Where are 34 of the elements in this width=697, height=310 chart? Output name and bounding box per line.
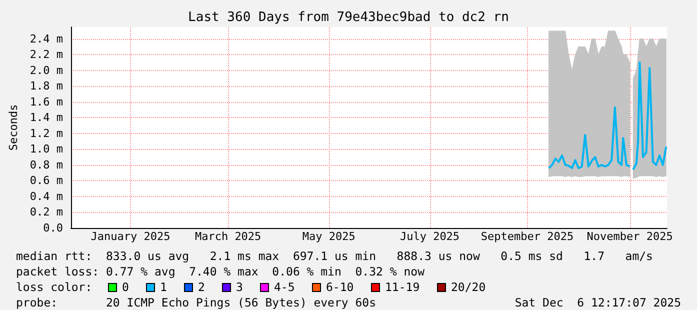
text: median rtt: 833.0 us avg 2.1 ms max 697.1 us min 888.3 us now 0.5 ms sd 1.7 am/s <box>16 249 653 263</box>
text: Sat Dec 6 12:17:07 2025 <box>514 296 681 310</box>
y-tick-label: 2.4 m <box>30 32 64 46</box>
text: 2 <box>198 280 205 294</box>
y-tick-label: 0.0 <box>43 222 64 234</box>
x-tick-label: May 2025 <box>302 230 356 243</box>
text: 4-5 <box>274 280 295 294</box>
text: 1 <box>160 280 167 294</box>
x-tick-label: November 2025 <box>586 230 673 243</box>
text: probe: 20 ICMP Echo Pings (56 Bytes) every 60s <box>16 296 376 310</box>
y-tick-label: 2.2 m <box>30 48 64 62</box>
y-tick-label: 0.2 m <box>30 206 64 219</box>
y-tick-label: 1.6 m <box>30 95 64 108</box>
text: loss color: <box>16 280 92 294</box>
y-tick-label: 1.4 m <box>30 111 64 124</box>
y-tick-label: 1.8 m <box>30 80 64 93</box>
x-tick-label: September 2025 <box>480 230 574 243</box>
chart-title: Last 360 Days from 79e43bec9bad to dc2 rn <box>188 10 509 25</box>
x-tick-label: July 2025 <box>400 230 460 243</box>
y-tick-label: 1.0 m <box>30 142 64 156</box>
text: packet loss: 0.77 % avg 7.40 % max 0.06 % min 0.32 % now <box>16 264 425 278</box>
text: 3 <box>236 280 243 294</box>
text: 6-10 <box>326 280 354 294</box>
y-tick-label: 0.8 m <box>30 158 64 172</box>
text: 0 <box>122 280 129 294</box>
y-tick-label: 0.6 m <box>30 174 64 188</box>
y-tick-label: 1.2 m <box>30 126 64 140</box>
y-tick-label: 0.4 m <box>30 190 64 203</box>
y-axis-title: Seconds <box>7 104 20 151</box>
y-tick-label: 2.0 m <box>30 64 64 77</box>
text: 20/20 <box>451 280 486 294</box>
x-tick-label: March 2025 <box>194 230 262 243</box>
text: 11-19 <box>385 280 420 294</box>
x-tick-label: January 2025 <box>90 230 170 243</box>
